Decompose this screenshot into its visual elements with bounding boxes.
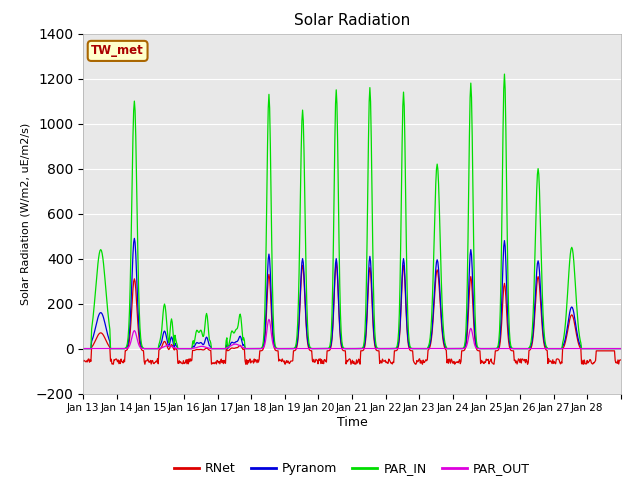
PAR_IN: [438, 279, 445, 285]
Line: PAR_IN: PAR_IN: [83, 74, 621, 348]
PAR_IN: [241, 346, 249, 351]
Pyranom: [131, 236, 138, 241]
Pyranom: [269, 322, 276, 328]
PAR_OUT: [408, 346, 416, 351]
RNet: [409, 348, 417, 354]
PAR_OUT: [289, 346, 296, 351]
Pyranom: [617, 346, 625, 351]
PAR_OUT: [265, 316, 273, 322]
PAR_IN: [288, 346, 296, 351]
Line: Pyranom: Pyranom: [83, 239, 621, 348]
RNet: [79, 359, 87, 364]
Line: PAR_OUT: PAR_OUT: [83, 319, 621, 348]
PAR_IN: [617, 346, 625, 351]
RNet: [439, 335, 447, 340]
Text: TW_met: TW_met: [92, 44, 144, 58]
RNet: [617, 357, 625, 363]
Pyranom: [408, 346, 416, 351]
RNet: [332, 260, 340, 266]
PAR_IN: [408, 346, 415, 351]
RNet: [241, 358, 249, 364]
PAR_OUT: [143, 346, 150, 351]
PAR_IN: [143, 346, 150, 351]
RNet: [243, 361, 251, 367]
PAR_OUT: [617, 346, 625, 351]
PAR_OUT: [241, 346, 249, 351]
PAR_IN: [79, 346, 87, 351]
Y-axis label: Solar Radiation (W/m2, uE/m2/s): Solar Radiation (W/m2, uE/m2/s): [20, 122, 30, 305]
RNet: [269, 329, 276, 335]
Title: Solar Radiation: Solar Radiation: [294, 13, 410, 28]
PAR_OUT: [438, 346, 446, 351]
X-axis label: Time: Time: [337, 416, 367, 429]
Legend: RNet, Pyranom, PAR_IN, PAR_OUT: RNet, Pyranom, PAR_IN, PAR_OUT: [169, 457, 535, 480]
Line: RNet: RNet: [83, 263, 621, 364]
RNet: [289, 358, 296, 363]
Pyranom: [438, 324, 446, 329]
PAR_OUT: [269, 338, 276, 344]
Pyranom: [242, 346, 250, 351]
RNet: [143, 358, 150, 364]
Pyranom: [289, 346, 296, 351]
Pyranom: [143, 346, 151, 351]
PAR_IN: [500, 71, 508, 77]
PAR_OUT: [79, 346, 87, 351]
Pyranom: [79, 346, 87, 351]
PAR_IN: [268, 241, 276, 247]
